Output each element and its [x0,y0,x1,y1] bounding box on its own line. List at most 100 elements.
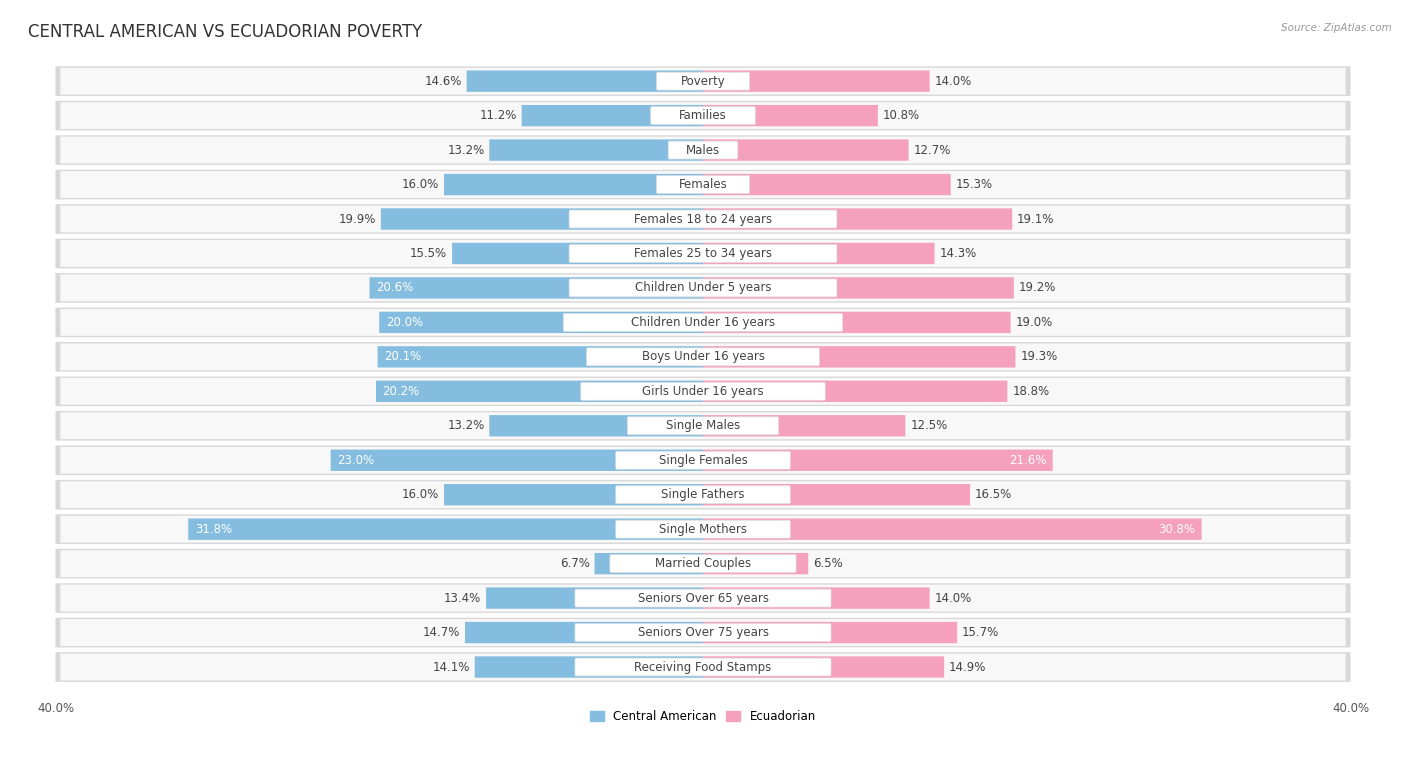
FancyBboxPatch shape [60,171,1346,198]
FancyBboxPatch shape [60,309,1346,336]
FancyBboxPatch shape [375,381,703,402]
FancyBboxPatch shape [489,415,703,437]
FancyBboxPatch shape [703,449,1053,471]
FancyBboxPatch shape [381,208,703,230]
FancyBboxPatch shape [60,102,1346,129]
FancyBboxPatch shape [55,101,1351,130]
Text: Single Males: Single Males [666,419,740,432]
FancyBboxPatch shape [60,274,1346,302]
FancyBboxPatch shape [60,481,1346,508]
Text: 12.7%: 12.7% [914,143,950,157]
Text: 19.0%: 19.0% [1015,316,1053,329]
FancyBboxPatch shape [575,589,831,607]
FancyBboxPatch shape [467,70,703,92]
FancyBboxPatch shape [444,174,703,196]
Text: Children Under 5 years: Children Under 5 years [634,281,772,294]
Text: Females: Females [679,178,727,191]
Text: Males: Males [686,143,720,157]
FancyBboxPatch shape [703,622,957,644]
Text: 14.3%: 14.3% [939,247,977,260]
FancyBboxPatch shape [616,486,790,503]
Text: 14.0%: 14.0% [935,591,972,605]
Text: 13.4%: 13.4% [444,591,481,605]
FancyBboxPatch shape [657,72,749,90]
FancyBboxPatch shape [475,656,703,678]
FancyBboxPatch shape [60,240,1346,267]
FancyBboxPatch shape [616,451,790,469]
FancyBboxPatch shape [55,515,1351,544]
Text: 19.1%: 19.1% [1017,212,1054,226]
Text: Source: ZipAtlas.com: Source: ZipAtlas.com [1281,23,1392,33]
Text: CENTRAL AMERICAN VS ECUADORIAN POVERTY: CENTRAL AMERICAN VS ECUADORIAN POVERTY [28,23,422,41]
Text: 6.7%: 6.7% [560,557,589,570]
FancyBboxPatch shape [703,518,1202,540]
FancyBboxPatch shape [569,245,837,262]
FancyBboxPatch shape [55,239,1351,268]
Text: Seniors Over 75 years: Seniors Over 75 years [637,626,769,639]
Text: 15.5%: 15.5% [411,247,447,260]
Text: Girls Under 16 years: Girls Under 16 years [643,385,763,398]
Text: Children Under 16 years: Children Under 16 years [631,316,775,329]
FancyBboxPatch shape [60,515,1346,543]
FancyBboxPatch shape [55,342,1351,371]
FancyBboxPatch shape [703,553,808,575]
Text: 19.2%: 19.2% [1019,281,1056,294]
Text: 15.3%: 15.3% [956,178,993,191]
Text: 11.2%: 11.2% [479,109,517,122]
Text: Females 18 to 24 years: Females 18 to 24 years [634,212,772,226]
FancyBboxPatch shape [55,583,1351,613]
FancyBboxPatch shape [60,584,1346,612]
FancyBboxPatch shape [595,553,703,575]
Text: Receiving Food Stamps: Receiving Food Stamps [634,660,772,674]
FancyBboxPatch shape [703,312,1011,333]
Text: 18.8%: 18.8% [1012,385,1049,398]
FancyBboxPatch shape [55,446,1351,475]
FancyBboxPatch shape [522,105,703,127]
Text: 16.5%: 16.5% [974,488,1012,501]
Text: 20.2%: 20.2% [382,385,420,398]
FancyBboxPatch shape [569,210,837,228]
FancyBboxPatch shape [55,618,1351,647]
Text: 14.1%: 14.1% [433,660,470,674]
Text: 20.1%: 20.1% [384,350,422,363]
FancyBboxPatch shape [651,107,755,124]
Text: Poverty: Poverty [681,74,725,88]
Text: 16.0%: 16.0% [402,488,439,501]
FancyBboxPatch shape [564,314,842,331]
FancyBboxPatch shape [55,549,1351,578]
FancyBboxPatch shape [703,656,945,678]
FancyBboxPatch shape [55,67,1351,96]
Text: Boys Under 16 years: Boys Under 16 years [641,350,765,363]
Text: Single Mothers: Single Mothers [659,523,747,536]
FancyBboxPatch shape [60,67,1346,95]
FancyBboxPatch shape [60,653,1346,681]
FancyBboxPatch shape [55,308,1351,337]
Text: Females 25 to 34 years: Females 25 to 34 years [634,247,772,260]
FancyBboxPatch shape [55,204,1351,233]
Text: 23.0%: 23.0% [337,454,374,467]
FancyBboxPatch shape [575,624,831,641]
FancyBboxPatch shape [489,139,703,161]
FancyBboxPatch shape [703,346,1015,368]
Legend: Central American, Ecuadorian: Central American, Ecuadorian [591,710,815,723]
FancyBboxPatch shape [330,449,703,471]
FancyBboxPatch shape [703,484,970,506]
Text: Single Fathers: Single Fathers [661,488,745,501]
Text: 14.9%: 14.9% [949,660,987,674]
Text: 31.8%: 31.8% [194,523,232,536]
FancyBboxPatch shape [444,484,703,506]
FancyBboxPatch shape [60,412,1346,439]
FancyBboxPatch shape [188,518,703,540]
FancyBboxPatch shape [581,382,825,400]
Text: 13.2%: 13.2% [447,143,485,157]
FancyBboxPatch shape [60,205,1346,233]
Text: Single Females: Single Females [658,454,748,467]
FancyBboxPatch shape [55,135,1351,165]
FancyBboxPatch shape [60,550,1346,577]
FancyBboxPatch shape [703,277,1014,299]
Text: 13.2%: 13.2% [447,419,485,432]
FancyBboxPatch shape [55,411,1351,440]
FancyBboxPatch shape [60,619,1346,646]
FancyBboxPatch shape [627,417,779,435]
FancyBboxPatch shape [453,243,703,264]
